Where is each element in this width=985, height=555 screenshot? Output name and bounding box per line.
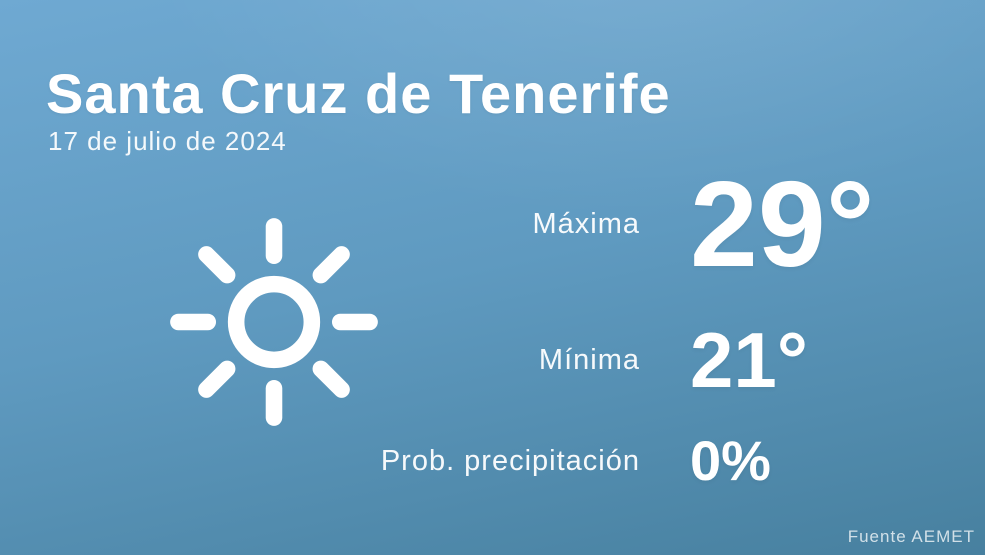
min-temp-label: Mínima	[538, 343, 640, 376]
precip-prob-value: 0%	[690, 429, 771, 492]
sun-icon	[170, 218, 378, 426]
min-temp-row: Mínima 21°	[300, 310, 960, 410]
page-title: Santa Cruz de Tenerife	[46, 62, 671, 125]
max-temp-row: Máxima 29°	[300, 163, 960, 285]
date-label: 17 de julio de 2024	[48, 126, 287, 156]
source-attribution: Fuente AEMET	[847, 527, 975, 546]
max-temp-label: Máxima	[532, 207, 640, 240]
min-temp-value: 21°	[690, 316, 808, 404]
precip-prob-label: Prob. precipitación	[380, 444, 640, 477]
max-temp-value: 29°	[690, 156, 875, 292]
precip-prob-row: Prob. precipitación 0%	[300, 421, 960, 501]
